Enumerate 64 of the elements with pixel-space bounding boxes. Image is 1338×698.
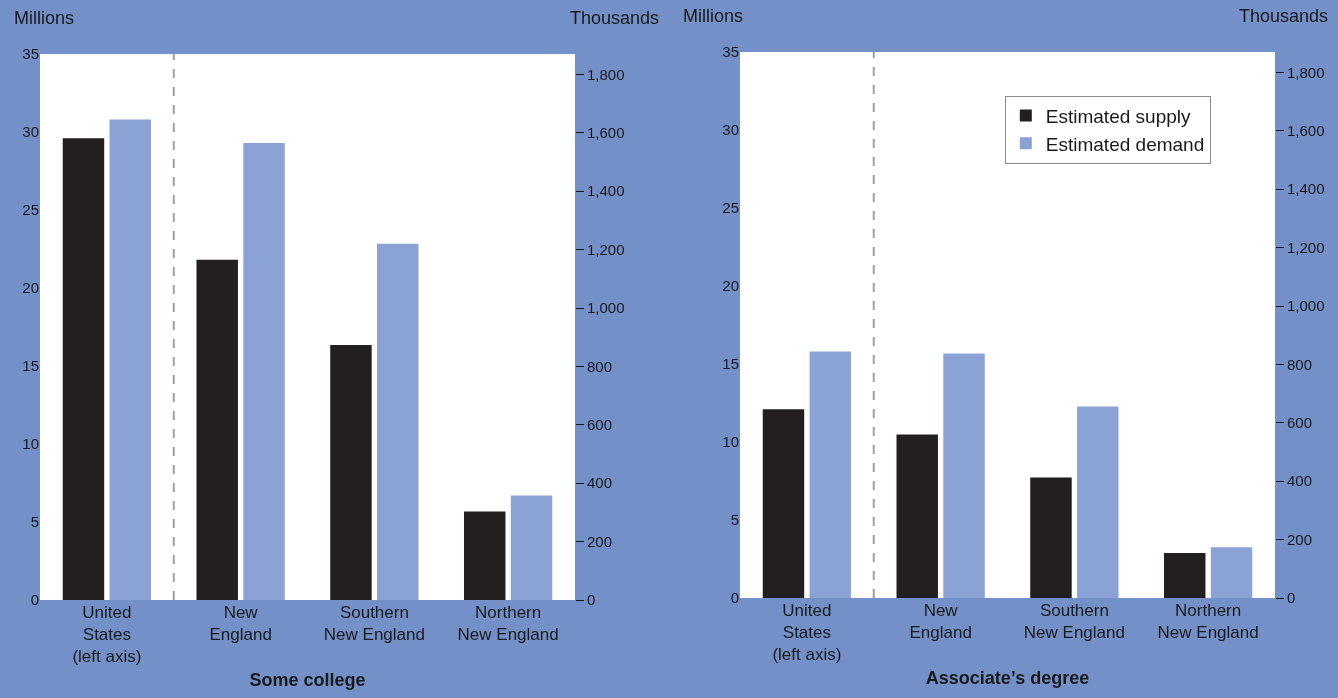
y2-tick-label: 600 [1287,414,1313,432]
y2-tick-label: 800 [587,357,613,375]
y2-axis-title: Thousands [1239,6,1329,26]
bar [1163,553,1206,598]
y-tick-label: 25 [22,201,39,219]
y2-tick-label: 600 [587,416,613,434]
y2-tick-label: 0 [1287,589,1296,607]
y-tick-label: 20 [22,279,39,297]
y2-tick-label: 400 [587,474,613,492]
x-tick-label: United States (left axis) [72,603,142,667]
bar [377,243,419,600]
bar [1210,547,1253,598]
bar [943,353,985,598]
y2-tick-label: 1,000 [587,299,625,317]
y2-tick-label: 0 [587,591,596,609]
x-tick-label: United States (left axis) [772,601,842,665]
x-tick-label: Northern New England [1157,601,1259,643]
y-tick-label: 5 [30,513,39,531]
y-tick-label: 0 [30,591,39,609]
y-tick-label: 35 [722,43,739,61]
y2-tick-label: 1,600 [587,124,625,142]
y-tick-label: 35 [22,45,39,63]
y-tick-label: 10 [22,435,39,453]
x-tick-label: Southern New England [323,603,425,645]
y2-tick-label: 1,400 [1287,180,1325,198]
x-axis-title: Associate’s degree [925,668,1090,689]
bar [243,143,285,600]
y-tick-label: 5 [730,511,739,529]
y2-tick-label: 1,600 [1287,122,1325,140]
bar [1077,406,1119,598]
y-tick-label: 25 [722,199,739,217]
y2-tick-label: 800 [1287,355,1313,373]
y2-tick-label: 1,200 [1287,238,1325,256]
y2-tick-label: 1,800 [587,65,625,83]
y-tick-label: 30 [722,121,739,139]
x-tick-label: New England [209,603,272,645]
bar [330,345,372,600]
y2-tick-label: 400 [1287,472,1313,490]
y-tick-label: 0 [730,589,739,607]
y-tick-label: 10 [722,433,739,451]
bar [1030,477,1072,598]
y2-tick-label: 1,400 [587,182,625,200]
y2-tick-label: 1,200 [587,240,625,258]
y-tick-label: 15 [722,355,739,373]
y-tick-label: 30 [22,123,39,141]
y-axis-title: Millions [683,6,744,26]
legend-label: Estimated supply [1045,105,1191,127]
y2-tick-label: 1,000 [1287,297,1325,315]
y-tick-label: 20 [722,277,739,295]
y2-tick-label: 1,800 [1287,63,1325,81]
x-tick-label: New England [909,601,972,643]
legend-label: Estimated demand [1045,133,1205,155]
x-axis-title: Some college [249,670,366,691]
y-tick-label: 15 [22,357,39,375]
x-tick-label: Northern New England [457,603,559,645]
bar [196,259,238,600]
x-tick-label: Southern New England [1023,601,1125,643]
y2-axis-title: Thousands [570,8,660,28]
bar [463,511,506,600]
y2-tick-label: 200 [1287,530,1313,548]
y-axis-title: Millions [14,8,75,28]
bar [510,495,553,600]
y2-tick-label: 200 [587,532,613,550]
bar [896,434,938,598]
